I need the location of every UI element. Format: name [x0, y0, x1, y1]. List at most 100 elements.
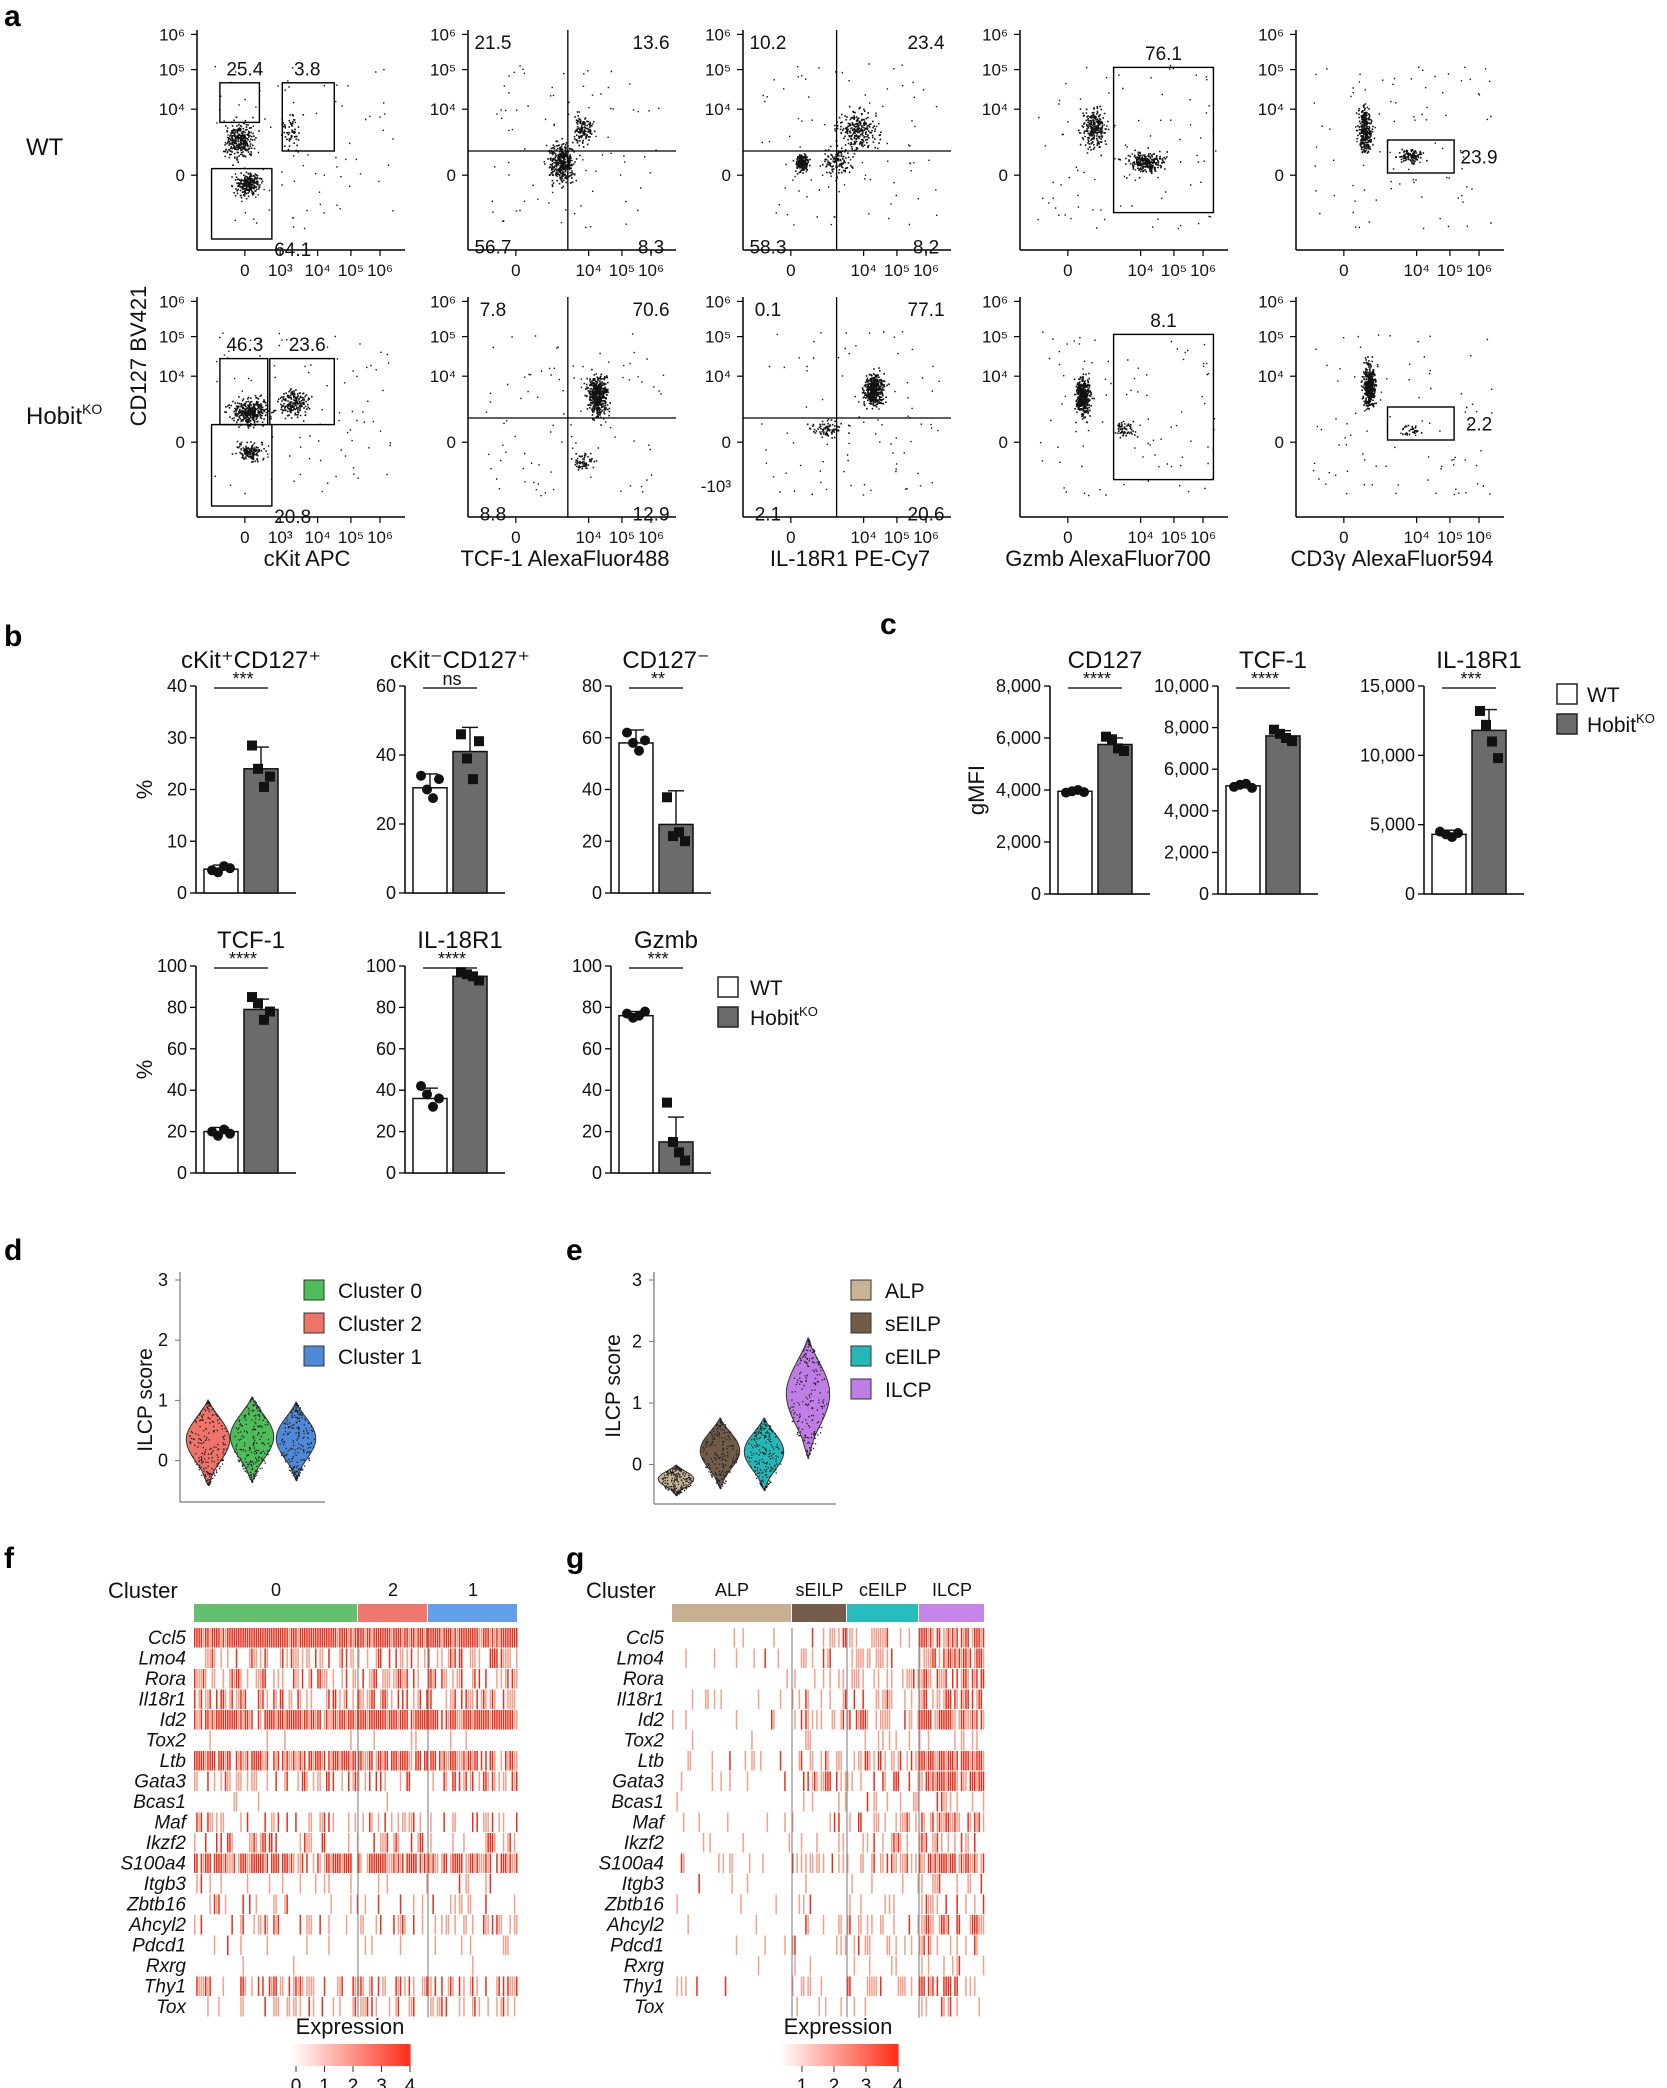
heat-row-weak [202, 1853, 516, 1873]
chart-title: TCF-1 [217, 927, 285, 954]
legend-c-label-ko: HobitKO [1587, 711, 1655, 737]
heat-row-weak [198, 1976, 516, 1996]
heat-row-strong [805, 1689, 983, 1709]
gradient-step [865, 2044, 869, 2066]
chart-y-tick-label: 60 [376, 1039, 396, 1059]
heat-row-weak [680, 1771, 978, 1791]
chart-y-tick-label: 8,000 [996, 676, 1041, 696]
gradient-step [329, 2044, 333, 2066]
chart-y-tick-label: 10 [167, 831, 187, 851]
chart-y-tick-label: 0 [1199, 884, 1209, 904]
heat-row-weak [205, 1648, 518, 1668]
violin-cluster-1 [275, 1400, 317, 1482]
heat-row-strong [958, 1956, 961, 1976]
data-point-wt [1247, 782, 1257, 793]
x-tick-label: 10⁴ [851, 261, 877, 280]
gradient-tick-label: 1 [319, 2076, 330, 2088]
violin-ilcp [785, 1336, 831, 1460]
y-tick-label: 0 [999, 166, 1008, 185]
legend-c-swatch-ko [1556, 713, 1578, 735]
gradient-step [389, 2044, 393, 2066]
gradient-tick-label: 4 [405, 2076, 416, 2088]
heat-row-weak [194, 1833, 516, 1853]
gradient-step [359, 2044, 363, 2066]
y-tick-label-neg: -10³ [701, 477, 732, 496]
event-dots [1037, 64, 1217, 230]
heat-row-weak [691, 1689, 978, 1709]
x-tick-label: 0 [511, 528, 520, 547]
chart-y-tick-label: 100 [366, 956, 396, 976]
heat-row-weak [198, 1812, 505, 1832]
legend-b-label-wt: WT [750, 977, 783, 1000]
row-label-wt: WT [26, 134, 64, 161]
heat-row-strong [196, 1812, 518, 1832]
bar-wt [618, 742, 654, 894]
chart-y-tick-label: 40 [376, 745, 396, 765]
gene-label: Gata3 [134, 1772, 186, 1793]
legend-d-swatch-0 [303, 1279, 325, 1301]
violin-plot-e: 0 1 2 3 [632, 1270, 836, 1505]
gene-label: Tox [634, 1997, 665, 2018]
gate-value: 2.1 [755, 505, 781, 526]
gene-label: Ikzf2 [146, 1833, 187, 1854]
heatmap-f: 0 2 1 Ccl5Lmo4RoraIl18r1Id2Tox2LtbGata3Bcas… [120, 1580, 518, 2018]
bar-chart-b-2: CD127⁻ 0 20 40 60 80 ** [582, 647, 711, 903]
chart-y-tick-label: 40 [582, 780, 602, 800]
y-tick-label: 10⁴ [159, 367, 185, 386]
y-tick-label: 10⁶ [430, 25, 456, 44]
y-tick-label: 10⁴ [1258, 367, 1284, 386]
data-point-hobitko [1119, 746, 1129, 756]
gradient-step [302, 2044, 306, 2066]
heatmap-f-legend-title: Expression [296, 2014, 405, 2039]
violin-ilcp-points [789, 1338, 829, 1459]
x-tick-label: 10⁵ [338, 261, 364, 280]
legend-d-swatch-1 [303, 1312, 325, 1334]
gene-label: S100a4 [120, 1854, 186, 1875]
y-tick-label: 10⁴ [982, 367, 1008, 386]
violin-y-tick-label: 2 [158, 1330, 168, 1350]
gradient-step [374, 2044, 378, 2066]
significance-label: ns [442, 669, 461, 689]
heat-row-weak [207, 1997, 516, 2017]
heat-row-weak [213, 1935, 509, 1955]
x-tick-label: 0 [1063, 528, 1072, 547]
bar-chart-b-0: cKit⁺CD127⁺ 0 10 20 30 40 ***% [132, 647, 321, 903]
ylabel-d: ILCP score [134, 1348, 157, 1452]
x-tick-label: 10⁵ [1437, 528, 1463, 547]
data-point-hobitko [662, 792, 672, 803]
chart-y-tick-label: 80 [582, 676, 602, 696]
gradient-step [796, 2044, 800, 2066]
bar-wt [1431, 833, 1467, 895]
y-tick-label: 10⁶ [982, 292, 1008, 311]
data-point-hobitko [468, 774, 478, 785]
x-tick-label: 10⁵ [884, 261, 910, 280]
gate-value: 76.1 [1145, 44, 1182, 65]
gradient-step [892, 2044, 896, 2066]
gene-label: Ahcyl2 [606, 1915, 664, 1936]
data-point-hobitko [468, 971, 478, 982]
gradient-step [850, 2044, 854, 2066]
chart-y-tick-label: 40 [167, 676, 187, 696]
y-tick-label: 10⁴ [705, 367, 731, 386]
gate-value: 70.6 [633, 300, 670, 321]
data-point-wt [422, 1089, 432, 1100]
gradient-tick-label: 2 [348, 2076, 359, 2088]
chart-y-tick-label: 2,000 [996, 832, 1041, 852]
cluster-bar-0 [194, 1604, 357, 1622]
gate-value: 12.9 [633, 505, 670, 526]
y-tick-label: 10⁴ [159, 100, 185, 119]
gene-label: Bcas1 [133, 1792, 186, 1813]
panel-label-b: b [4, 620, 22, 653]
chart-y-tick-label: 5,000 [1370, 815, 1415, 835]
gradient-step [784, 2044, 788, 2066]
gate-box [269, 357, 335, 426]
gradient-tick-label: 3 [861, 2076, 872, 2088]
event-dots [761, 63, 938, 226]
data-point-wt [434, 774, 444, 785]
data-point-wt [1079, 787, 1089, 798]
data-point-wt [428, 1101, 438, 1112]
x-tick-label: 10⁵ [609, 528, 635, 547]
